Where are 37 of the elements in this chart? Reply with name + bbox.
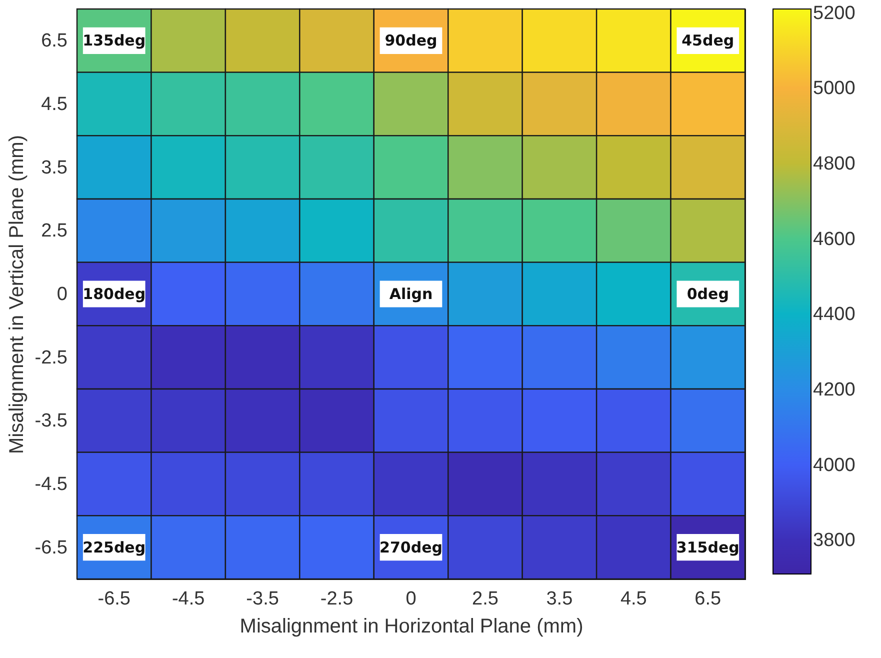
color-bar-label: 4000	[813, 454, 856, 476]
x-tick-label: 0	[406, 588, 416, 610]
annotation: Align	[389, 285, 433, 303]
color-bar-label: 4800	[813, 153, 856, 174]
color-bar-label: 4400	[813, 304, 856, 326]
y-tick-label: 3.5	[41, 157, 68, 178]
annotation: 270deg	[380, 538, 442, 556]
y-tick-label: 0	[56, 284, 68, 305]
annotation: 315deg	[676, 538, 740, 556]
y-axis-title: Misalignment in Vertical Plane (mm)	[6, 135, 28, 454]
color-bar-label: 4200	[813, 379, 856, 400]
color-bar-label: 3800	[813, 530, 856, 552]
color-bar-label: 5000	[813, 78, 856, 100]
annotation: 180deg	[82, 285, 146, 303]
y-tick-label: -3.5	[34, 410, 68, 432]
y-tick-label: -2.5	[34, 347, 68, 368]
x-tick-label: -6.5	[98, 588, 130, 610]
y-tick-label: 4.5	[41, 94, 68, 115]
annotation: 0deg	[686, 285, 729, 303]
x-tick-label: 3.5	[546, 588, 573, 610]
x-tick-label: 4.5	[620, 588, 647, 610]
y-tick-label: -4.5	[34, 474, 68, 495]
x-tick-label: 6.5	[694, 588, 722, 610]
annotation: 225deg	[82, 538, 146, 556]
annotation: 135deg	[82, 32, 146, 50]
y-tick-label: -6.5	[34, 537, 68, 558]
color-bar-label: 4600	[813, 228, 856, 250]
x-tick-label: -4.5	[172, 588, 205, 610]
color-bar-label: 5200	[813, 2, 856, 24]
x-axis-title: Misalignment in Horizontal Plane (mm)	[240, 616, 584, 638]
x-tick-label: -2.5	[320, 588, 354, 610]
annotation: 90deg	[384, 32, 438, 50]
y-tick-label: 2.5	[41, 220, 68, 242]
y-tick-label: 6.5	[41, 30, 68, 52]
annotation: 45deg	[682, 32, 734, 50]
x-tick-label: 2.5	[472, 588, 498, 610]
x-tick-label: -3.5	[246, 588, 279, 610]
